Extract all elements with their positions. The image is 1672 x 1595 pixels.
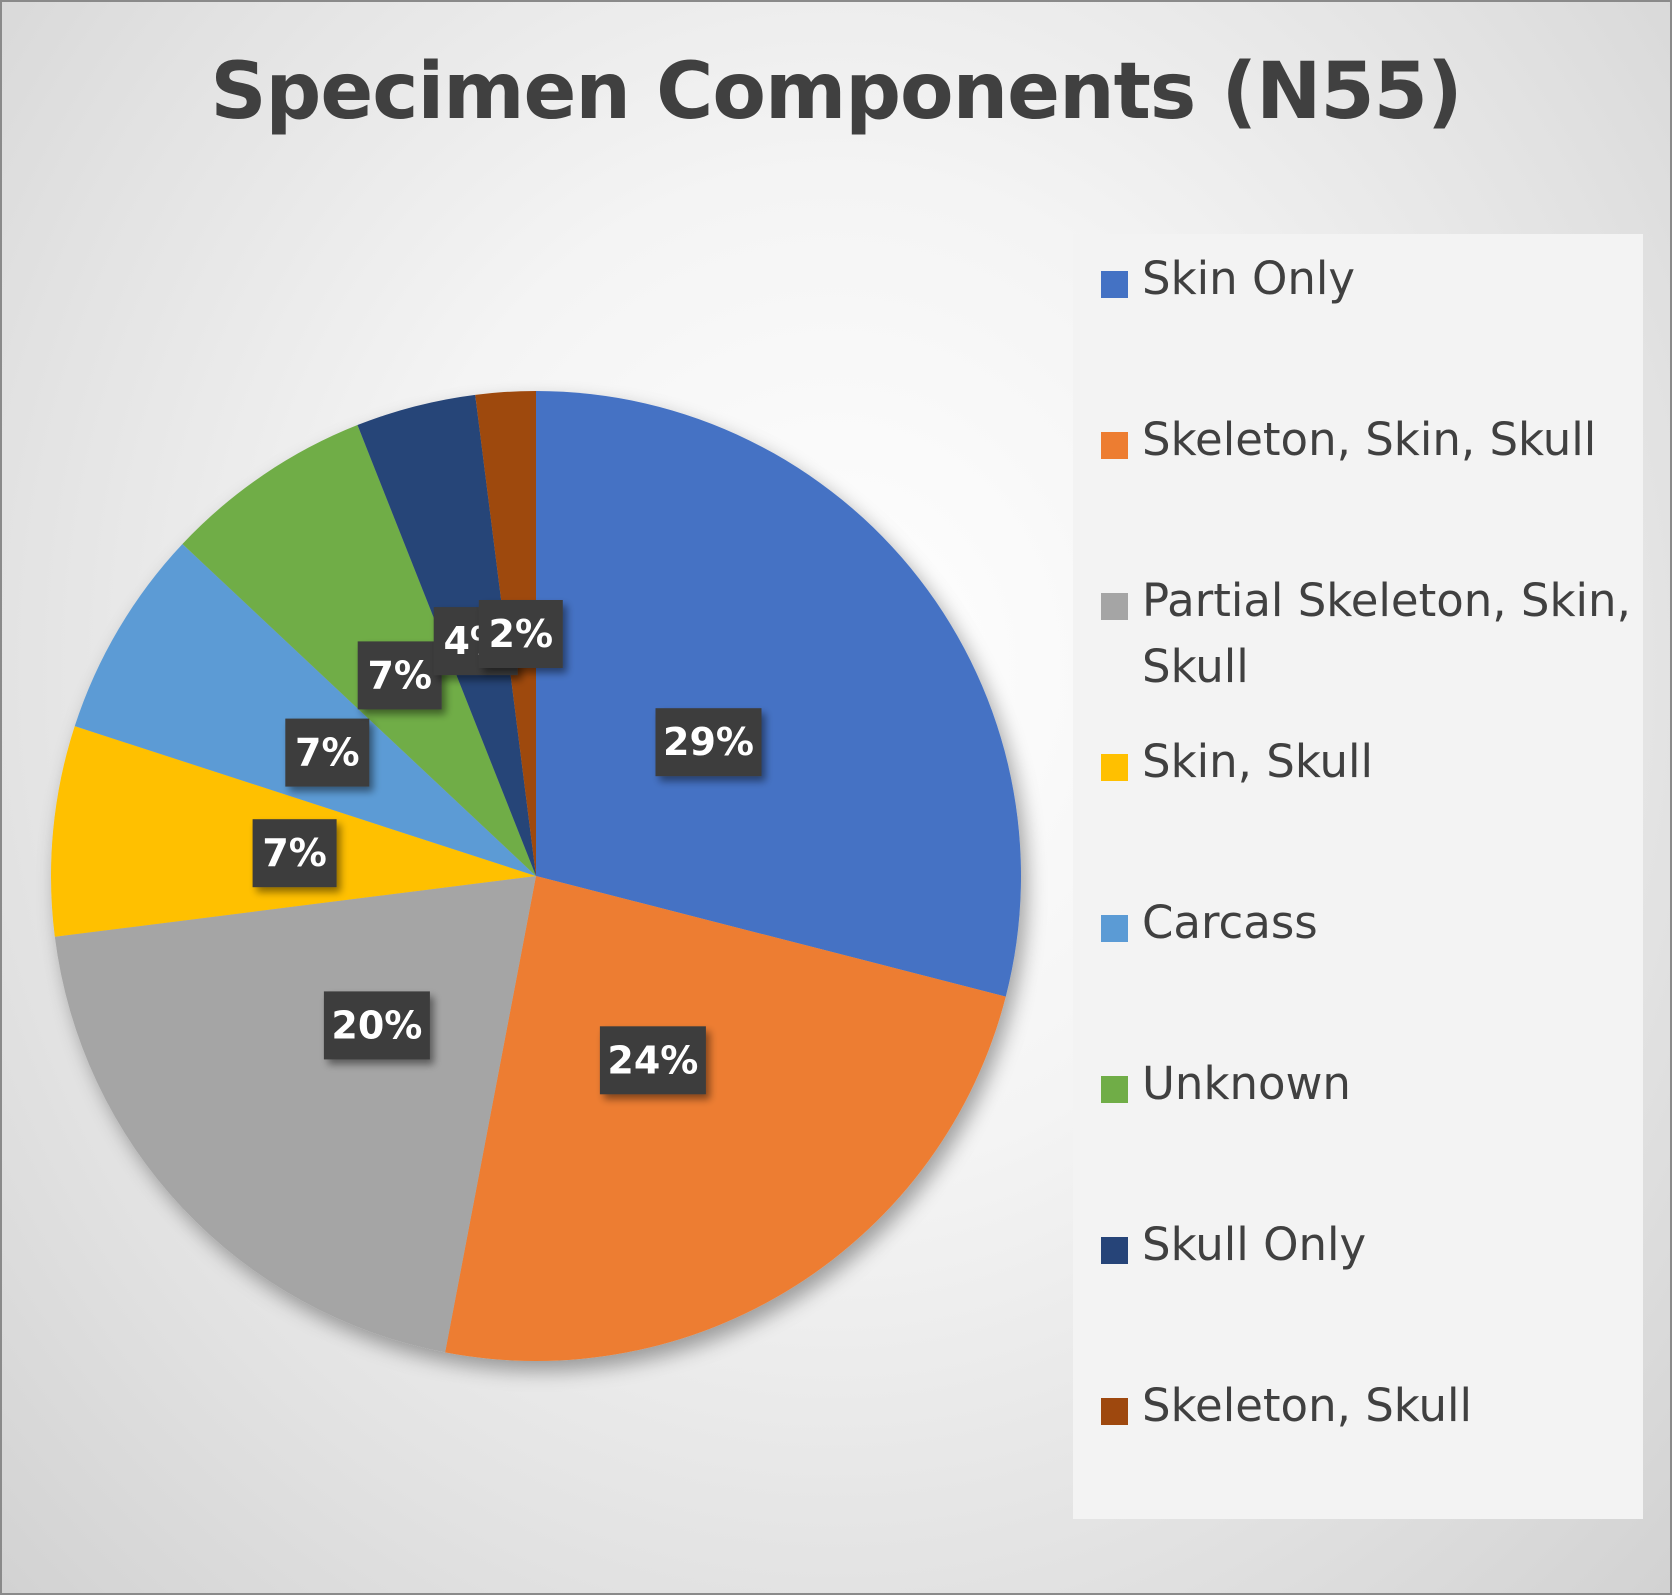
data-label-box — [323, 991, 430, 1060]
data-label-unknown: 7% — [357, 641, 442, 710]
legend-label: Skin, Skull — [1142, 735, 1374, 788]
legend-item-skeleton-skull: Skeleton, Skull — [1101, 1373, 1641, 1439]
chart-title: Specimen Components (N55) — [210, 47, 1462, 137]
legend-label: Partial Skeleton, Skin, Skull — [1142, 574, 1631, 693]
legend-label: Carcass — [1142, 896, 1318, 949]
data-label-carcass: 7% — [285, 718, 370, 787]
legend-item-unknown: Unknown — [1101, 1051, 1641, 1117]
data-label-box — [252, 819, 337, 888]
data-label-skin-skull: 7% — [252, 819, 337, 888]
data-label-text: 7% — [367, 653, 432, 697]
data-label-text: 7% — [295, 731, 360, 775]
data-label-text: 29% — [663, 720, 754, 764]
legend-swatch — [1101, 432, 1128, 459]
legend-label: Skeleton, Skull — [1142, 1379, 1472, 1432]
legend-label: Skin Only — [1142, 252, 1356, 305]
data-label-text: 2% — [489, 612, 554, 656]
data-label-skin-only: 29% — [655, 708, 762, 777]
legend-item-skin-skull: Skin, Skull — [1101, 729, 1641, 795]
pie-slice-skeleton-skin-skull — [445, 876, 1006, 1362]
legend-swatch — [1101, 271, 1128, 298]
data-label-partial-skeleton-skin-skull: 20% — [323, 991, 430, 1060]
legend-label: Unknown — [1142, 1057, 1351, 1110]
legend-swatch — [1101, 915, 1128, 942]
legend-item-partial-skeleton-skin-skull: Partial Skeleton, Skin, Skull — [1101, 568, 1641, 700]
legend-swatch — [1101, 1237, 1128, 1264]
legend-label: Skull Only — [1142, 1218, 1367, 1271]
data-label-box — [655, 708, 762, 777]
legend-item-carcass: Carcass — [1101, 890, 1641, 956]
data-label-text: 20% — [331, 1003, 422, 1047]
legend-swatch — [1101, 593, 1128, 620]
legend: Skin Only Skeleton, Skin, Skull Partial Sk… — [1073, 234, 1643, 1519]
legend-swatch — [1101, 1076, 1128, 1103]
legend-item-skeleton-skin-skull: Skeleton, Skin, Skull — [1101, 407, 1641, 473]
legend-swatch — [1101, 1398, 1128, 1425]
data-label-box — [478, 600, 563, 668]
legend-swatch — [1101, 754, 1128, 781]
pie-data-labels: 29%24%20%7%7%7%4%2% — [252, 600, 762, 1095]
legend-item-skull-only: Skull Only — [1101, 1212, 1641, 1278]
legend-label: Skeleton, Skin, Skull — [1142, 413, 1597, 466]
pie-slice-carcass — [74, 543, 537, 876]
data-label-text: 24% — [607, 1038, 698, 1082]
legend-item-skin-only: Skin Only — [1101, 246, 1641, 312]
data-label-box — [285, 718, 370, 787]
data-label-text: 7% — [262, 831, 327, 875]
data-label-box — [599, 1026, 706, 1095]
data-label-box — [357, 641, 442, 710]
data-label-skeleton-skull: 2% — [478, 600, 563, 668]
pie-slice-skin-only — [536, 391, 1021, 997]
pie-slices — [50, 391, 1021, 1362]
data-label-skeleton-skin-skull: 24% — [599, 1026, 706, 1095]
